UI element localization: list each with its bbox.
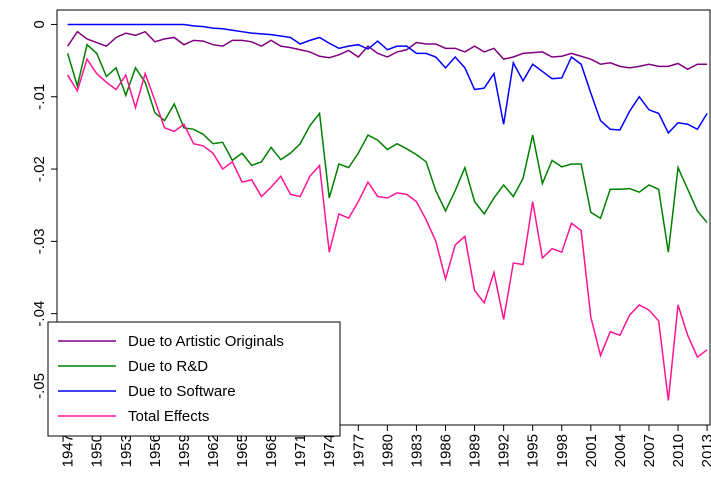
y-tick-label: 0: [31, 20, 48, 28]
x-tick-label: 2007: [641, 434, 658, 467]
x-tick-label: 1968: [263, 434, 280, 467]
x-tick-label: 1989: [467, 434, 484, 467]
x-tick-label: 1947: [60, 434, 77, 467]
x-tick-label: 1974: [321, 434, 338, 467]
series-line: [67, 57, 708, 401]
series-line: [66, 43, 708, 253]
y-tick-label: -.02: [31, 156, 48, 182]
series-line: [67, 30, 708, 71]
x-tick-label: 1995: [525, 434, 542, 467]
legend-label: Total Effects: [128, 408, 209, 425]
legend-label: Due to Artistic Originals: [128, 333, 284, 350]
x-tick-label: 1980: [379, 434, 396, 467]
series-line: [67, 23, 708, 135]
x-tick-label: 1959: [176, 434, 193, 467]
x-tick-label: 1998: [554, 434, 571, 467]
y-tick-label: -.03: [31, 228, 48, 254]
x-tick-label: 1992: [496, 434, 513, 467]
legend-label: Due to Software: [128, 383, 236, 400]
x-tick-label: 1962: [205, 434, 222, 467]
y-tick-label: -.04: [31, 301, 48, 327]
y-tick-label: -.05: [31, 373, 48, 399]
x-tick-label: 1971: [292, 434, 309, 467]
y-tick-label: -.01: [31, 84, 48, 110]
plot-frame: [56, 9, 711, 426]
x-tick-label: 2004: [612, 434, 629, 467]
x-tick-label: 2013: [699, 434, 711, 467]
x-tick-label: 1953: [118, 434, 135, 467]
x-tick-label: 2001: [583, 434, 600, 467]
x-tick-label: 1950: [89, 434, 106, 467]
x-tick-label: 1965: [234, 434, 251, 467]
x-tick-label: 1983: [408, 434, 425, 467]
x-tick-label: 2010: [670, 434, 687, 467]
legend-label: Due to R&D: [128, 358, 208, 375]
x-tick-label: 1977: [350, 434, 367, 467]
x-tick-label: 1956: [147, 434, 164, 467]
x-tick-label: 1986: [438, 434, 455, 467]
